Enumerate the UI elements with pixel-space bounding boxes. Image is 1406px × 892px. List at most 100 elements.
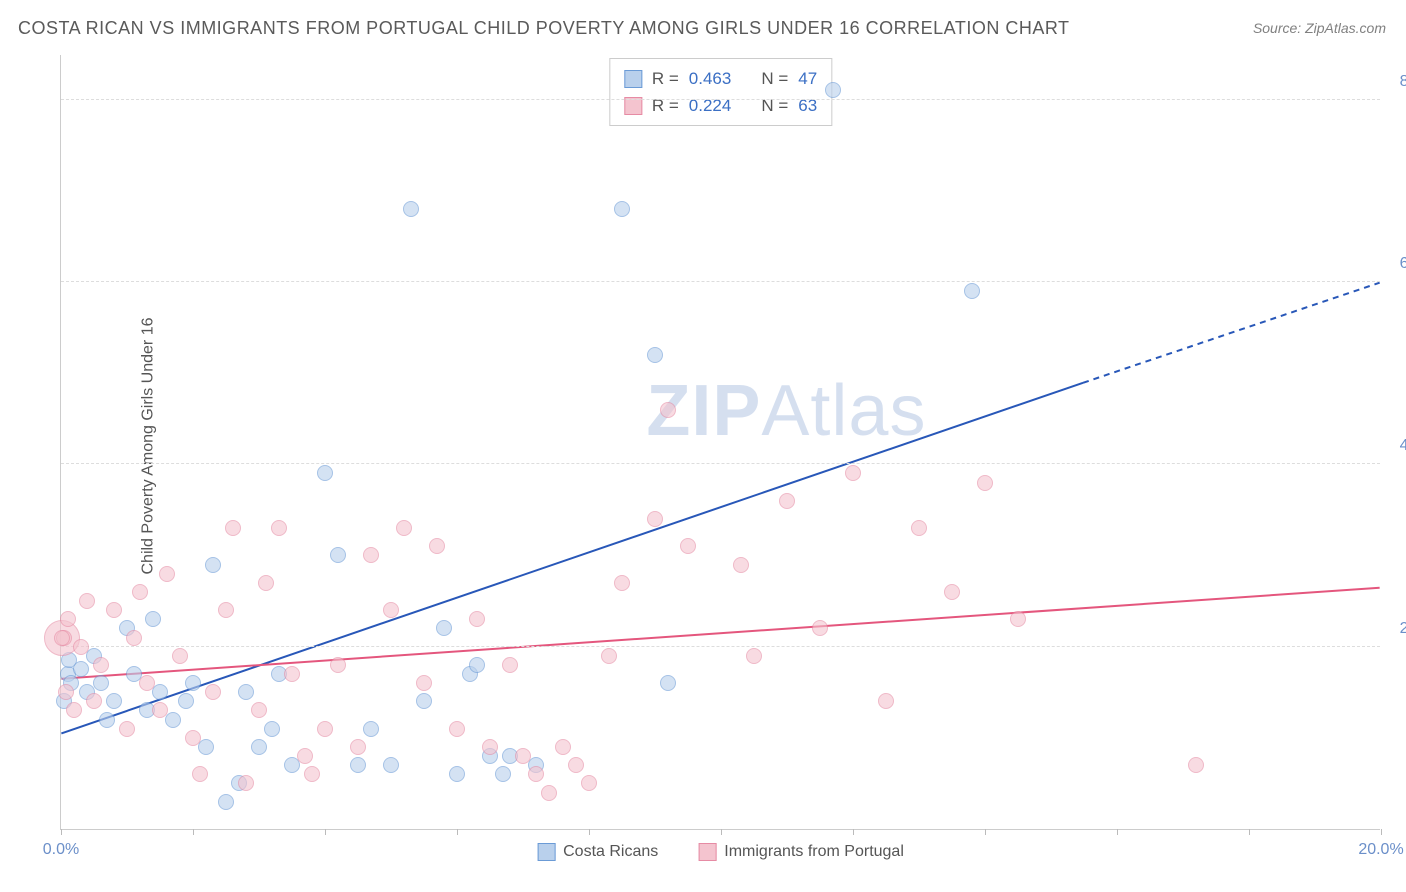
scatter-point: [192, 766, 208, 782]
scatter-point: [733, 557, 749, 573]
scatter-point: [482, 739, 498, 755]
scatter-point: [93, 675, 109, 691]
stats-row: R =0.224N =63: [624, 92, 817, 119]
scatter-point: [205, 557, 221, 573]
scatter-point: [495, 766, 511, 782]
scatter-point: [614, 201, 630, 217]
scatter-point: [614, 575, 630, 591]
scatter-point: [66, 702, 82, 718]
scatter-point: [601, 648, 617, 664]
scatter-point: [60, 611, 76, 627]
x-tick: [61, 829, 62, 835]
x-tick: [1117, 829, 1118, 835]
stat-n-value: 47: [798, 65, 817, 92]
scatter-point: [297, 748, 313, 764]
x-tick-label: 20.0%: [1358, 841, 1403, 859]
scatter-point: [964, 283, 980, 299]
x-tick: [589, 829, 590, 835]
scatter-point: [106, 693, 122, 709]
legend-item: Costa Ricans: [537, 843, 658, 861]
gridline: [61, 463, 1380, 464]
scatter-point: [165, 712, 181, 728]
stat-r-value: 0.463: [689, 65, 732, 92]
scatter-point: [159, 566, 175, 582]
scatter-point: [350, 739, 366, 755]
scatter-point: [330, 657, 346, 673]
scatter-point: [178, 693, 194, 709]
source-attribution: Source: ZipAtlas.com: [1253, 20, 1386, 36]
scatter-point: [172, 648, 188, 664]
stats-row: R = 0.463 N = 47: [624, 65, 817, 92]
scatter-point: [746, 648, 762, 664]
scatter-point: [185, 675, 201, 691]
stat-r-label: R =: [652, 65, 679, 92]
scatter-point: [317, 465, 333, 481]
scatter-point: [271, 520, 287, 536]
scatter-point: [469, 657, 485, 673]
legend-label: Costa Ricans: [563, 843, 658, 861]
scatter-point: [469, 611, 485, 627]
scatter-point: [911, 520, 927, 536]
scatter-point: [350, 757, 366, 773]
stats-box: R = 0.463 N = 47R = 0.224 N = 63: [609, 58, 832, 126]
scatter-point: [660, 675, 676, 691]
scatter-point: [1010, 611, 1026, 627]
scatter-point: [845, 465, 861, 481]
scatter-point: [647, 347, 663, 363]
scatter-point: [145, 611, 161, 627]
scatter-point: [528, 766, 544, 782]
scatter-point: [416, 675, 432, 691]
scatter-point: [58, 684, 74, 700]
scatter-point: [403, 201, 419, 217]
scatter-point: [139, 675, 155, 691]
scatter-point: [73, 639, 89, 655]
x-tick: [721, 829, 722, 835]
stat-r-value: 0.224: [689, 92, 732, 119]
y-tick-label: 80.0%: [1400, 73, 1406, 91]
x-tick: [325, 829, 326, 835]
x-tick: [985, 829, 986, 835]
x-tick-label: 0.0%: [43, 841, 79, 859]
scatter-point: [680, 538, 696, 554]
scatter-point: [541, 785, 557, 801]
stat-n-label: N =: [761, 65, 788, 92]
legend-swatch: [624, 70, 642, 88]
scatter-point: [79, 593, 95, 609]
y-tick-label: 20.0%: [1400, 620, 1406, 638]
y-tick-label: 60.0%: [1400, 255, 1406, 273]
legend-item: Immigrants from Portugal: [698, 843, 904, 861]
gridline: [61, 646, 1380, 647]
scatter-point: [317, 721, 333, 737]
gridline: [61, 281, 1380, 282]
stat-r-label: R =: [652, 92, 679, 119]
scatter-point: [86, 693, 102, 709]
scatter-point: [977, 475, 993, 491]
scatter-point: [429, 538, 445, 554]
scatter-point: [106, 602, 122, 618]
scatter-point: [449, 766, 465, 782]
legend-swatch: [537, 843, 555, 861]
scatter-point: [449, 721, 465, 737]
scatter-point: [185, 730, 201, 746]
scatter-point: [126, 630, 142, 646]
scatter-point: [660, 402, 676, 418]
scatter-point: [416, 693, 432, 709]
plot-area: ZIPAtlas R =0.463N =47R =0.224N =63 Cost…: [60, 55, 1380, 830]
legend: Costa Ricans Immigrants from Portugal: [537, 843, 904, 861]
scatter-point: [73, 661, 89, 677]
scatter-point: [436, 620, 452, 636]
stat-n-value: 63: [798, 92, 817, 119]
scatter-point: [396, 520, 412, 536]
x-tick: [457, 829, 458, 835]
scatter-point: [779, 493, 795, 509]
scatter-point: [132, 584, 148, 600]
scatter-point: [878, 693, 894, 709]
x-tick: [1381, 829, 1382, 835]
gridline: [61, 99, 1380, 100]
scatter-point: [304, 766, 320, 782]
legend-swatch: [698, 843, 716, 861]
scatter-point: [944, 584, 960, 600]
scatter-point: [152, 702, 168, 718]
scatter-point: [54, 630, 70, 646]
scatter-point: [205, 684, 221, 700]
